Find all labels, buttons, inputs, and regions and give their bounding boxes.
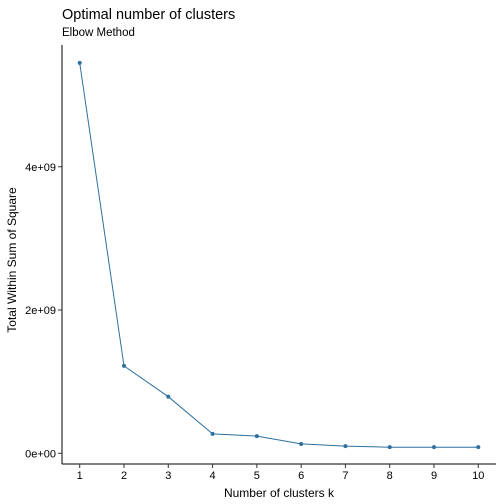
y-tick-label: 0e+00	[25, 448, 56, 460]
data-point	[122, 363, 126, 368]
data-point	[77, 60, 82, 65]
data-point	[210, 431, 215, 436]
x-tick-label: 2	[121, 470, 127, 482]
data-points	[77, 60, 481, 450]
data-point	[299, 441, 304, 446]
data-point	[166, 394, 171, 399]
axes	[61, 45, 496, 465]
data-point	[343, 444, 348, 449]
x-tick-label: 3	[165, 470, 171, 482]
data-point	[432, 445, 436, 450]
x-tick-label: 4	[210, 470, 216, 482]
series-line-path	[79, 62, 479, 448]
y-tick-label: 4e+09	[25, 162, 56, 174]
chart-title: Optimal number of clusters	[62, 7, 235, 23]
chart-subtitle: Elbow Method	[62, 27, 135, 39]
ticks: 1 2 3 4 5 6 7 8 9 10 0e+00 2e+09 4e+09	[25, 162, 484, 482]
series-line	[79, 62, 479, 448]
x-tick-label: 1	[77, 470, 83, 482]
x-tick-label: 10	[472, 470, 484, 482]
x-axis-title: Number of clusters k	[224, 486, 335, 500]
x-tick-label: 7	[342, 470, 348, 482]
data-point	[387, 445, 392, 450]
data-point	[254, 434, 259, 439]
x-tick-label: 5	[254, 470, 260, 482]
x-tick-label: 6	[298, 470, 304, 482]
x-tick-label: 9	[431, 470, 437, 482]
y-axis-title: Total Within Sum of Square	[5, 187, 19, 333]
y-tick-label: 2e+09	[25, 305, 56, 317]
x-tick-label: 8	[387, 470, 393, 482]
data-point	[476, 445, 481, 450]
